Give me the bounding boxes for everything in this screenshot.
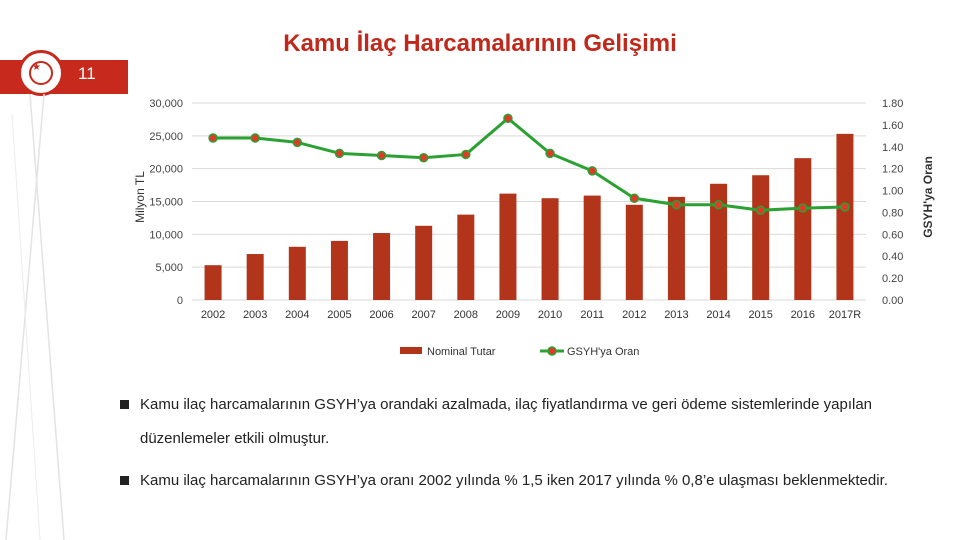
bullet-text: Kamu ilaç harcamalarının GSYH’ya oranı 2… — [140, 472, 888, 489]
bar — [541, 198, 559, 300]
y-left-tick-label: 25,000 — [149, 131, 183, 143]
x-tick-label: 2004 — [285, 309, 309, 321]
y-right-tick-label: 0.20 — [882, 273, 903, 285]
x-tick-label: 2016 — [791, 309, 815, 321]
x-tick-label: 2008 — [454, 309, 478, 321]
x-tick-label: 2007 — [411, 309, 435, 321]
bar — [794, 158, 812, 300]
legend-bar-swatch — [400, 347, 422, 354]
bullet-item: Kamu ilaç harcamalarının GSYH’ya orandak… — [118, 388, 928, 456]
line-point — [798, 203, 808, 213]
decorative-lines — [5, 94, 65, 540]
legend-label: Nominal Tutar — [427, 346, 496, 358]
x-tick-label: 2003 — [243, 309, 267, 321]
bar — [246, 254, 264, 300]
line-point — [418, 152, 429, 163]
line-point — [461, 149, 471, 160]
line-point — [671, 200, 682, 210]
bullet-square-icon — [120, 476, 129, 485]
bullet-square-icon — [120, 400, 129, 409]
line-point — [755, 205, 766, 216]
line-point — [587, 166, 597, 176]
x-tick-label: 2005 — [327, 309, 351, 321]
bar — [667, 196, 685, 300]
line-point — [840, 202, 850, 212]
y-left-tick-label: 15,000 — [149, 197, 183, 209]
bar — [204, 265, 222, 300]
line-point — [208, 133, 218, 143]
y-right-tick-label: 1.60 — [882, 120, 903, 132]
legend-line-marker — [547, 346, 557, 356]
line-point — [334, 148, 345, 159]
y-left-tick-label: 30,000 — [149, 98, 183, 110]
bullet-text: Kamu ilaç harcamalarının GSYH’ya orandak… — [140, 396, 873, 447]
bar — [583, 195, 601, 300]
y-right-axis-label: GSYH'ya Oran — [921, 156, 935, 238]
bullet-item: Kamu ilaç harcamalarının GSYH’ya oranı 2… — [118, 464, 928, 498]
ministry-logo: ★ — [18, 50, 64, 96]
x-tick-label: 2015 — [748, 309, 772, 321]
bar — [373, 233, 391, 300]
bar — [457, 214, 475, 300]
logo-star-icon: ★ — [32, 62, 41, 73]
y-left-tick-label: 10,000 — [149, 229, 183, 241]
bar — [415, 225, 433, 300]
bar — [625, 204, 643, 300]
line-point — [503, 113, 513, 124]
x-tick-label: 2002 — [201, 309, 225, 321]
bar — [288, 246, 306, 300]
bullet-list: Kamu ilaç harcamalarının GSYH’ya orandak… — [118, 388, 928, 506]
x-tick-label: 2012 — [622, 309, 646, 321]
x-tick-label: 2006 — [369, 309, 393, 321]
x-tick-label: 2009 — [496, 309, 520, 321]
page-title: Kamu İlaç Harcamalarının Gelişimi — [283, 30, 677, 57]
y-left-tick-label: 20,000 — [149, 164, 183, 176]
chart: 0 5,000 10,000 15,000 20,000 25,000 30,000 0.00… — [133, 98, 935, 358]
y-left-tick-label: 5,000 — [155, 262, 183, 274]
bar — [499, 193, 517, 300]
bar — [836, 133, 854, 300]
y-left-tick-label: 0 — [177, 295, 183, 307]
y-right-tick-label: 1.00 — [882, 186, 903, 198]
line-point — [545, 148, 555, 159]
line-point — [629, 193, 640, 203]
y-right-tick-label: 0.80 — [882, 207, 903, 219]
y-right-tick-label: 1.20 — [882, 164, 903, 176]
x-tick-label: 2011 — [580, 309, 604, 321]
y-left-axis-label: Milyon TL — [133, 171, 147, 223]
x-tick-label: 2014 — [706, 309, 730, 321]
y-right-tick-label: 0.40 — [882, 251, 903, 263]
line-point — [713, 200, 724, 210]
legend-label: GSYH'ya Oran — [567, 346, 639, 358]
bar — [330, 240, 348, 300]
y-right-tick-label: 1.80 — [882, 98, 903, 110]
line-point — [250, 133, 260, 143]
x-tick-label: 2013 — [664, 309, 688, 321]
line-point — [376, 150, 387, 161]
series-line — [213, 116, 845, 212]
line-point — [292, 137, 303, 148]
y-right-tick-label: 0.00 — [882, 295, 903, 307]
x-tick-label: 2017R — [829, 309, 861, 321]
x-tick-label: 2010 — [538, 309, 562, 321]
y-right-tick-label: 0.60 — [882, 229, 903, 241]
bar — [710, 183, 728, 300]
logo-inner-ring — [29, 61, 53, 85]
bar — [752, 175, 770, 300]
y-right-tick-label: 1.40 — [882, 142, 903, 154]
page-number: 11 — [78, 64, 96, 83]
